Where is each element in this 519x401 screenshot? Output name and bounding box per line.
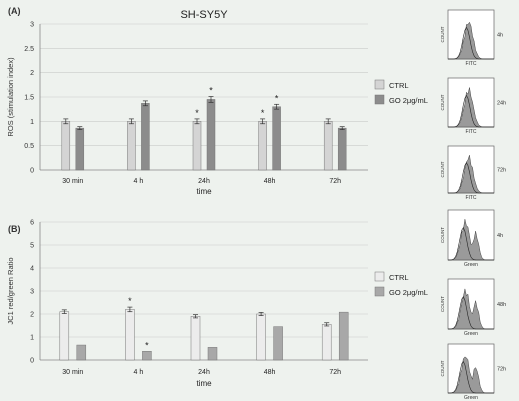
histogram-y-axis-label: COUNT: [440, 227, 445, 243]
histogram-y-axis-label: COUNT: [440, 296, 445, 312]
legend-label: CTRL: [389, 273, 409, 282]
bar: [272, 106, 281, 171]
histogram-x-axis-label: FITC: [465, 129, 476, 135]
histogram-time-label: 4h: [497, 233, 503, 239]
y-tick-label: 4: [30, 266, 34, 273]
legend-swatch: [374, 271, 385, 282]
histogram-overlay: [448, 296, 494, 330]
histogram-y-axis-label: COUNT: [440, 161, 445, 177]
y-tick-label: 1: [30, 119, 34, 126]
histogram-y-axis-label: COUNT: [440, 26, 445, 42]
ros-chart: SH-SY5Y 0 0.5 1 1.5 2 2.5 3 ROS (stimulation ind…: [6, 9, 428, 196]
bar: [207, 347, 218, 361]
histogram-time-label: 72h: [497, 367, 506, 373]
bar: [337, 127, 347, 171]
histogram-time-label: 4h: [497, 33, 503, 39]
histogram-x-axis-label: Green: [464, 395, 478, 401]
bar: [206, 99, 216, 171]
chart-title: SH-SY5Y: [180, 9, 228, 21]
significance-marker: *: [209, 86, 213, 96]
histogram-time-label: 24h: [497, 101, 506, 107]
y-tick-label: 2: [30, 70, 34, 77]
legend-label: GO 2μg/mL: [389, 288, 428, 297]
bar: [127, 121, 136, 171]
significance-marker: *: [275, 93, 279, 103]
bar: [192, 121, 202, 171]
bar: [338, 311, 349, 361]
bar: [321, 324, 332, 361]
panel-a-label: (A): [8, 6, 21, 16]
x-tick-label: 30 min: [62, 178, 83, 185]
x-tick-label: 72h: [329, 178, 341, 185]
histogram-time-label: 72h: [497, 168, 506, 174]
y-tick-label: 3: [30, 22, 34, 29]
x-tick-label: 72h: [329, 369, 341, 376]
bar: [141, 103, 150, 171]
bar: [258, 121, 267, 171]
bar: [125, 309, 135, 361]
bar: [61, 121, 71, 171]
significance-marker: *: [145, 340, 149, 350]
legend-label: CTRL: [389, 81, 409, 90]
y-axis-label: ROS (stimulation index): [6, 57, 15, 137]
y-tick-label: 1.5: [24, 95, 34, 102]
jc1-chart: 0 1 2 3 4 5 6 JC1 red/green Ratio time 30 min 4 h *…: [6, 220, 428, 389]
legend-swatch: [374, 286, 385, 297]
x-tick-label: 4 h: [134, 178, 144, 185]
legend-label: GO 2μg/mL: [389, 96, 428, 105]
x-tick-label: 48h: [264, 369, 276, 376]
legend-swatch: [374, 94, 385, 105]
x-axis-label: time: [196, 379, 212, 388]
histogram-y-axis-label: COUNT: [440, 360, 445, 376]
bar: [323, 121, 333, 171]
significance-marker: *: [261, 108, 265, 118]
y-tick-label: 1: [30, 335, 34, 342]
y-tick-label: 2.5: [24, 46, 34, 53]
y-tick-label: 0: [30, 168, 34, 175]
histogram-x-axis-label: FITC: [465, 195, 476, 201]
y-tick-label: 6: [30, 220, 34, 227]
histogram-x-axis-label: Green: [464, 331, 478, 337]
y-tick-label: 5: [30, 243, 34, 250]
panel-b-label: (B): [8, 224, 21, 234]
bar: [59, 311, 70, 361]
histogram-overlay: [448, 94, 494, 128]
histogram-x-axis-label: Green: [464, 262, 478, 268]
bar: [273, 326, 283, 361]
histogram-overlay: [448, 227, 494, 261]
bar: [190, 316, 201, 361]
x-tick-label: 4 h: [134, 369, 144, 376]
y-tick-label: 2: [30, 312, 34, 319]
significance-marker: *: [128, 296, 132, 306]
legend-swatch: [374, 79, 385, 90]
y-axis-label: JC1 red/green Ratio: [6, 257, 15, 324]
y-tick-label: 0: [30, 358, 34, 365]
x-tick-label: 48h: [264, 178, 276, 185]
bar: [76, 344, 87, 361]
y-tick-label: 0.5: [24, 143, 34, 150]
bar: [256, 313, 266, 361]
bar: [142, 351, 152, 361]
histogram-y-axis-label: COUNT: [440, 94, 445, 110]
bar: [75, 127, 85, 171]
histogram-x-axis-label: FITC: [465, 61, 476, 67]
x-tick-label: 24h: [198, 178, 210, 185]
flow-histograms: COUNT FITC 4h COUNT FITC 24h COUNT FITC 72h COUNT…: [440, 9, 506, 401]
histogram-overlay: [448, 162, 494, 194]
histogram-time-label: 48h: [497, 302, 506, 308]
x-tick-label: 24h: [198, 369, 210, 376]
histogram-overlay: [448, 26, 494, 60]
y-tick-label: 3: [30, 289, 34, 296]
significance-marker: *: [195, 108, 199, 118]
x-tick-label: 30 min: [62, 369, 83, 376]
histogram-overlay: [448, 360, 494, 394]
x-axis-label: time: [196, 187, 212, 196]
